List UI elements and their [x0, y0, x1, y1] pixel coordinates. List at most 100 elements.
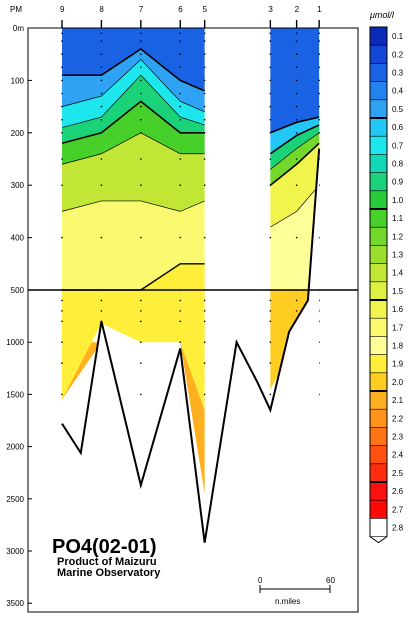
sample-point — [269, 40, 272, 42]
sample-point — [140, 66, 142, 69]
depth-tick-label: 0m — [13, 24, 24, 33]
sample-point — [179, 184, 182, 186]
sample-point — [295, 236, 298, 239]
sample-point — [318, 40, 320, 42]
sample-point — [318, 132, 320, 134]
sample-point — [179, 66, 182, 69]
sample-point — [140, 310, 142, 312]
sample-point — [100, 118, 103, 121]
sample-point — [203, 320, 206, 323]
sample-point — [203, 299, 206, 302]
scale-bar-max: 60 — [326, 576, 335, 585]
sample-point — [61, 118, 63, 121]
depth-tick-label: 300 — [11, 181, 25, 190]
sample-point — [61, 32, 63, 35]
sample-point — [295, 118, 298, 121]
sample-point — [269, 236, 272, 239]
sample-point — [179, 40, 182, 42]
colorbar-swatch — [370, 391, 387, 410]
no-data-gap — [206, 28, 269, 612]
colorbar-swatch — [370, 27, 387, 46]
depth-tick-label: 3500 — [6, 599, 24, 608]
sample-point — [203, 310, 206, 312]
sample-point — [179, 105, 182, 108]
colorbar-tick-label: 2.4 — [392, 451, 404, 460]
colorbar-swatch — [370, 354, 387, 373]
sample-point — [203, 105, 206, 108]
sample-point — [203, 53, 206, 55]
depth-tick-label: 400 — [11, 234, 25, 243]
sample-point — [295, 132, 298, 134]
sample-point — [269, 132, 272, 134]
sample-point — [61, 320, 63, 323]
band-1.4 — [62, 132, 205, 212]
sample-point — [140, 53, 142, 55]
sample-point — [100, 184, 103, 186]
sample-point — [140, 92, 142, 95]
station-label: 8 — [99, 5, 104, 14]
colorbar-tick-label: 1.4 — [392, 269, 404, 278]
sample-point — [203, 341, 206, 344]
sample-point — [140, 40, 142, 42]
plot-frame — [27, 27, 359, 613]
sample-point — [61, 362, 63, 364]
sample-point — [140, 320, 142, 323]
colorbar-swatch — [370, 318, 387, 337]
sample-point — [61, 40, 63, 42]
sample-point — [140, 158, 142, 160]
colorbar-swatch — [370, 463, 387, 482]
station-label: 7 — [139, 5, 144, 14]
sample-point — [100, 236, 103, 239]
depth-tick-label: 1500 — [6, 390, 24, 399]
colorbar-tick-label: 2.6 — [392, 487, 404, 496]
sample-point — [203, 362, 206, 364]
sample-point — [203, 184, 206, 186]
colorbar-tick-label: 1.5 — [392, 287, 404, 296]
colorbar-swatch — [370, 409, 387, 428]
colorbar-tick-label: 2.3 — [392, 433, 404, 442]
station-label: 9 — [60, 5, 65, 14]
sample-point — [179, 53, 182, 55]
sample-point — [295, 92, 298, 95]
chart-title: PO4(02-01) — [52, 536, 157, 558]
colorbar-swatch — [370, 445, 387, 464]
sample-point — [100, 299, 103, 302]
colorbar-swatch — [370, 118, 387, 137]
sample-point — [61, 79, 63, 82]
sample-point — [179, 310, 182, 312]
sample-point — [269, 105, 272, 108]
station-label: 3 — [268, 5, 273, 14]
colorbar-tick-label: 1.6 — [392, 305, 404, 314]
sample-point — [269, 66, 272, 69]
colorbar-swatch — [370, 227, 387, 246]
colorbar-swatch — [370, 154, 387, 173]
station-label: 1 — [317, 5, 322, 14]
bottom-profile-line — [61, 148, 321, 543]
colorbar-swatch — [370, 81, 387, 100]
sample-point — [295, 299, 298, 302]
colorbar-tick-label: 2.7 — [392, 505, 404, 514]
band-r-0.9 — [270, 124, 320, 170]
sample-point — [61, 53, 63, 55]
colorbar-tick-label: 0.4 — [392, 87, 404, 96]
sample-point — [179, 341, 182, 344]
sample-point — [179, 320, 182, 323]
sample-point — [179, 236, 182, 239]
depth-tick-label: 200 — [11, 129, 25, 138]
contour-0.7 — [61, 58, 205, 113]
sample-point — [140, 184, 142, 186]
sample-point — [140, 132, 142, 134]
colorbar-swatch — [370, 482, 387, 501]
sample-point — [295, 32, 298, 35]
sample-point — [179, 79, 182, 82]
colorbar-tick-label: 2.5 — [392, 469, 404, 478]
station-label: 2 — [295, 5, 300, 14]
colorbar-tick-label: 2.8 — [392, 524, 404, 533]
sample-point — [295, 184, 298, 186]
scale-bar-unit: n.miles — [275, 597, 300, 606]
band-r-1.6 — [270, 143, 320, 228]
station-axis: PM 9 8 7 6 5 3 2 1 — [10, 5, 322, 28]
sample-point — [140, 118, 142, 121]
band-1.1 — [62, 101, 205, 165]
